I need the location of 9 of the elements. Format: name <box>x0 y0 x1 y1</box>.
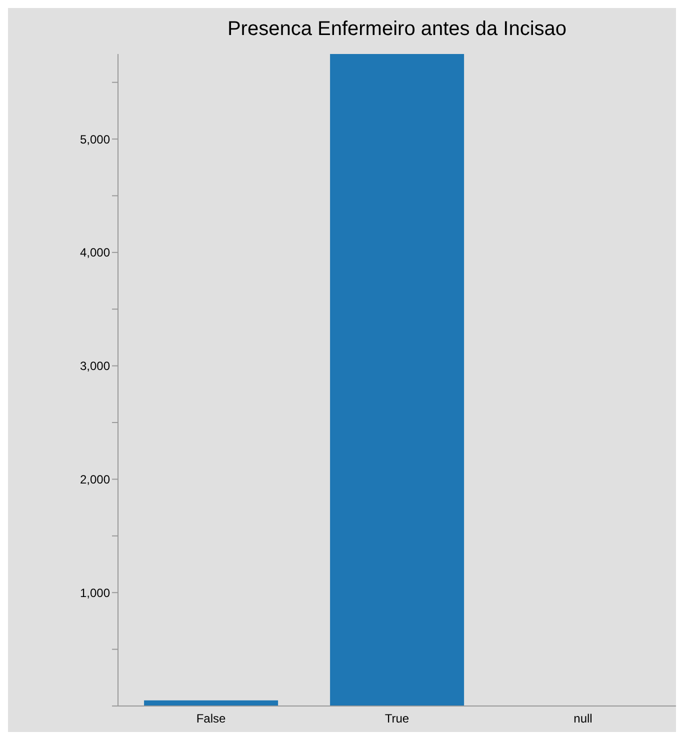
y-tick-label: 4,000 <box>80 246 110 260</box>
x-tick-label: True <box>384 712 410 726</box>
y-tick-label: 1,000 <box>80 586 110 600</box>
y-tick-label: 5,000 <box>80 132 110 146</box>
y-tick-label: 3,000 <box>80 359 110 374</box>
x-tick-label: null <box>574 712 592 726</box>
y-tick-label: 2,000 <box>80 472 110 486</box>
chart-title: Presenca Enfermeiro antes da Incisao <box>226 17 568 42</box>
x-tick-label: False <box>196 712 226 726</box>
